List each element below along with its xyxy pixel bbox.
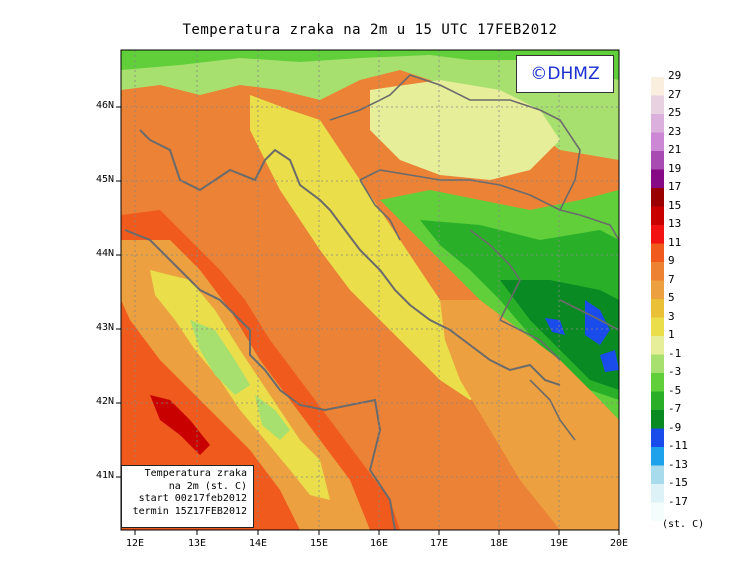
- colorbar-swatch: [651, 373, 664, 392]
- colorbar: [651, 77, 664, 521]
- colorbar-swatch: [651, 447, 664, 466]
- lon-tick: 13E: [187, 538, 207, 549]
- colorbar-swatch: [651, 132, 664, 151]
- lon-tick: 20E: [609, 538, 629, 549]
- colorbar-label: 15: [668, 198, 682, 212]
- colorbar-swatch: [651, 484, 664, 503]
- colorbar-swatch: [651, 410, 664, 429]
- map-frame: [120, 49, 620, 531]
- lon-tick: 16E: [369, 538, 389, 549]
- lat-tick: 46N: [95, 100, 114, 111]
- colorbar-swatch: [651, 502, 664, 521]
- colorbar-swatch: [651, 188, 664, 207]
- colorbar-label: 23: [668, 124, 682, 138]
- pannonian-field: [370, 80, 560, 180]
- colorbar-swatch: [651, 391, 664, 410]
- alps-cold-field: [121, 50, 619, 160]
- lon-tick: 14E: [248, 538, 268, 549]
- colorbar-label: -9: [668, 420, 682, 434]
- lon-tick: 18E: [489, 538, 509, 549]
- colorbar-swatch: [651, 114, 664, 133]
- colorbar-label: 25: [668, 106, 682, 119]
- colorbar-swatch: [651, 262, 664, 281]
- colorbar-label: 21: [668, 143, 682, 156]
- colorbar-label: 29: [668, 69, 682, 82]
- colorbar-label: 11: [668, 235, 682, 249]
- graticule: [121, 50, 619, 530]
- colorbar-label: -11: [668, 439, 688, 452]
- lat-tick: 42N: [95, 396, 114, 407]
- colorbar-label: -3: [668, 365, 682, 378]
- colorbar-swatch: [651, 299, 664, 318]
- colorbar-swatch: [651, 465, 664, 484]
- colorbar-label: 3: [668, 309, 675, 323]
- lat-tick: 43N: [95, 322, 114, 333]
- colorbar-swatch: [651, 169, 664, 188]
- colorbar-label: 7: [668, 272, 675, 286]
- colorbar-label: 19: [668, 161, 682, 175]
- colorbar-swatch: [651, 151, 664, 170]
- colorbar-label: -17: [668, 494, 688, 508]
- colorbar-swatch: [651, 225, 664, 244]
- colorbar-unit: (st. C): [662, 519, 705, 530]
- lon-tick: 12E: [125, 538, 145, 549]
- colorbar-label: -15: [668, 476, 688, 489]
- colorbar-label: -5: [668, 383, 682, 397]
- colorbar-label: 1: [668, 328, 675, 341]
- colorbar-swatch: [651, 428, 664, 447]
- colorbar-swatch: [651, 206, 664, 225]
- colorbar-label: -7: [668, 402, 682, 415]
- info-box: Temperatura zraka na 2m (st. C) start 00…: [121, 465, 254, 528]
- dhmz-logo: ©DHMZ: [516, 55, 614, 93]
- colorbar-label: 17: [668, 180, 682, 193]
- colorbar-label: 5: [668, 291, 675, 304]
- colorbar-swatch: [651, 95, 664, 114]
- colorbar-swatch: [651, 77, 664, 96]
- colorbar-swatch: [651, 354, 664, 373]
- info-line: Temperatura zraka: [144, 468, 247, 479]
- colorbar-label: -13: [668, 457, 688, 471]
- colorbar-swatch: [651, 280, 664, 299]
- colorbar-swatch: [651, 243, 664, 262]
- colorbar-label: -1: [668, 346, 682, 360]
- colorbar-label: 9: [668, 254, 675, 267]
- lat-tick: 41N: [95, 470, 114, 481]
- colorbar-swatch: [651, 336, 664, 355]
- info-line: na 2m (st. C): [168, 480, 247, 492]
- info-line: start 00z17feb2012: [138, 493, 247, 504]
- lat-tick: 45N: [95, 174, 114, 185]
- info-line: termin 15Z17FEB2012: [132, 505, 247, 517]
- colorbar-label: 27: [668, 87, 682, 101]
- borders: [329, 74, 619, 441]
- lon-tick: 17E: [429, 538, 449, 549]
- map-title: Temperatura zraka na 2m u 15 UTC 17FEB20…: [182, 22, 558, 38]
- lat-tick: 44N: [95, 248, 114, 259]
- lon-tick: 19E: [549, 538, 569, 549]
- lon-tick: 15E: [309, 538, 329, 549]
- colorbar-label: 13: [668, 217, 682, 230]
- colorbar-swatch: [651, 317, 664, 336]
- coastline: [124, 129, 561, 530]
